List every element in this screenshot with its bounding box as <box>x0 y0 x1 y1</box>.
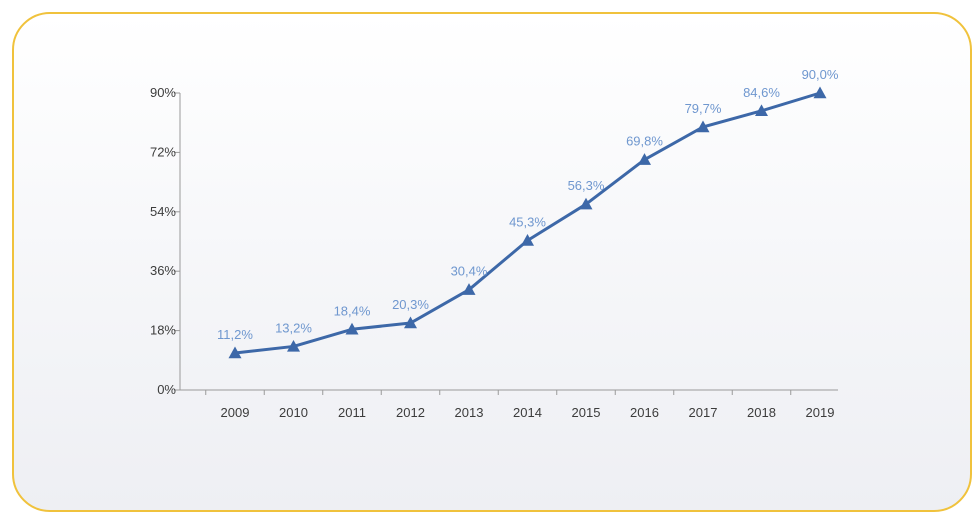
data-point-marker <box>287 339 300 352</box>
data-label: 11,2% <box>217 327 253 342</box>
data-point-marker <box>404 316 417 329</box>
data-label: 20,3% <box>392 297 429 312</box>
x-tick-label: 2012 <box>396 405 425 420</box>
y-axis-ticks: 0% 18% 36% 54% 72% 90% <box>150 85 180 397</box>
x-tick-label: 2015 <box>572 405 601 420</box>
data-point-marker <box>579 197 593 210</box>
data-label: 13,2% <box>275 320 312 335</box>
data-label: 79,7% <box>685 101 722 116</box>
series-layer: 11,2% 13,2% 18,4% 20,3% 30,4% 45,3% 56,3% 69,8%… <box>217 67 839 359</box>
data-label: 30,4% <box>451 264 488 279</box>
data-point-marker <box>755 104 768 117</box>
x-tick-label: 2013 <box>455 405 484 420</box>
x-tick-label: 2009 <box>221 405 250 420</box>
x-tick-label: 2014 <box>513 405 542 420</box>
y-tick-label: 36% <box>150 263 176 278</box>
x-tick-label: 2018 <box>747 405 776 420</box>
x-tick-label: 2016 <box>630 405 659 420</box>
data-label: 69,8% <box>626 134 663 149</box>
data-label: 45,3% <box>509 215 546 230</box>
x-tick-label: 2019 <box>806 405 835 420</box>
data-point-marker <box>813 86 827 99</box>
x-tick-label: 2017 <box>689 405 718 420</box>
y-tick-label: 90% <box>150 85 176 100</box>
line-chart: 0%18%36%54%72%90% 2009 2010 2011 2012 2013 20… <box>150 67 839 420</box>
x-axis-ticks: 2009 2010 2011 2012 2013 2014 2015 2016 2017 2018… <box>205 390 835 420</box>
data-point-marker <box>696 120 710 133</box>
x-tick-label: 2011 <box>338 405 366 420</box>
chart-axes <box>179 93 838 391</box>
data-label: 90,0% <box>802 67 839 82</box>
y-tick-label: 0% <box>157 382 176 397</box>
y-tick-label: 54% <box>150 204 176 219</box>
data-label: 84,6% <box>743 85 780 100</box>
data-label: 18,4% <box>334 303 371 318</box>
data-point-marker <box>521 234 534 246</box>
data-point-marker <box>462 283 476 295</box>
y-tick-label: 18% <box>150 323 176 338</box>
data-label: 56,3% <box>568 178 605 193</box>
y-tick-label: 72% <box>150 144 176 159</box>
data-point-marker <box>345 322 359 335</box>
data-point-marker <box>638 153 651 165</box>
x-tick-label: 2010 <box>279 405 308 420</box>
data-point-marker <box>228 346 242 359</box>
